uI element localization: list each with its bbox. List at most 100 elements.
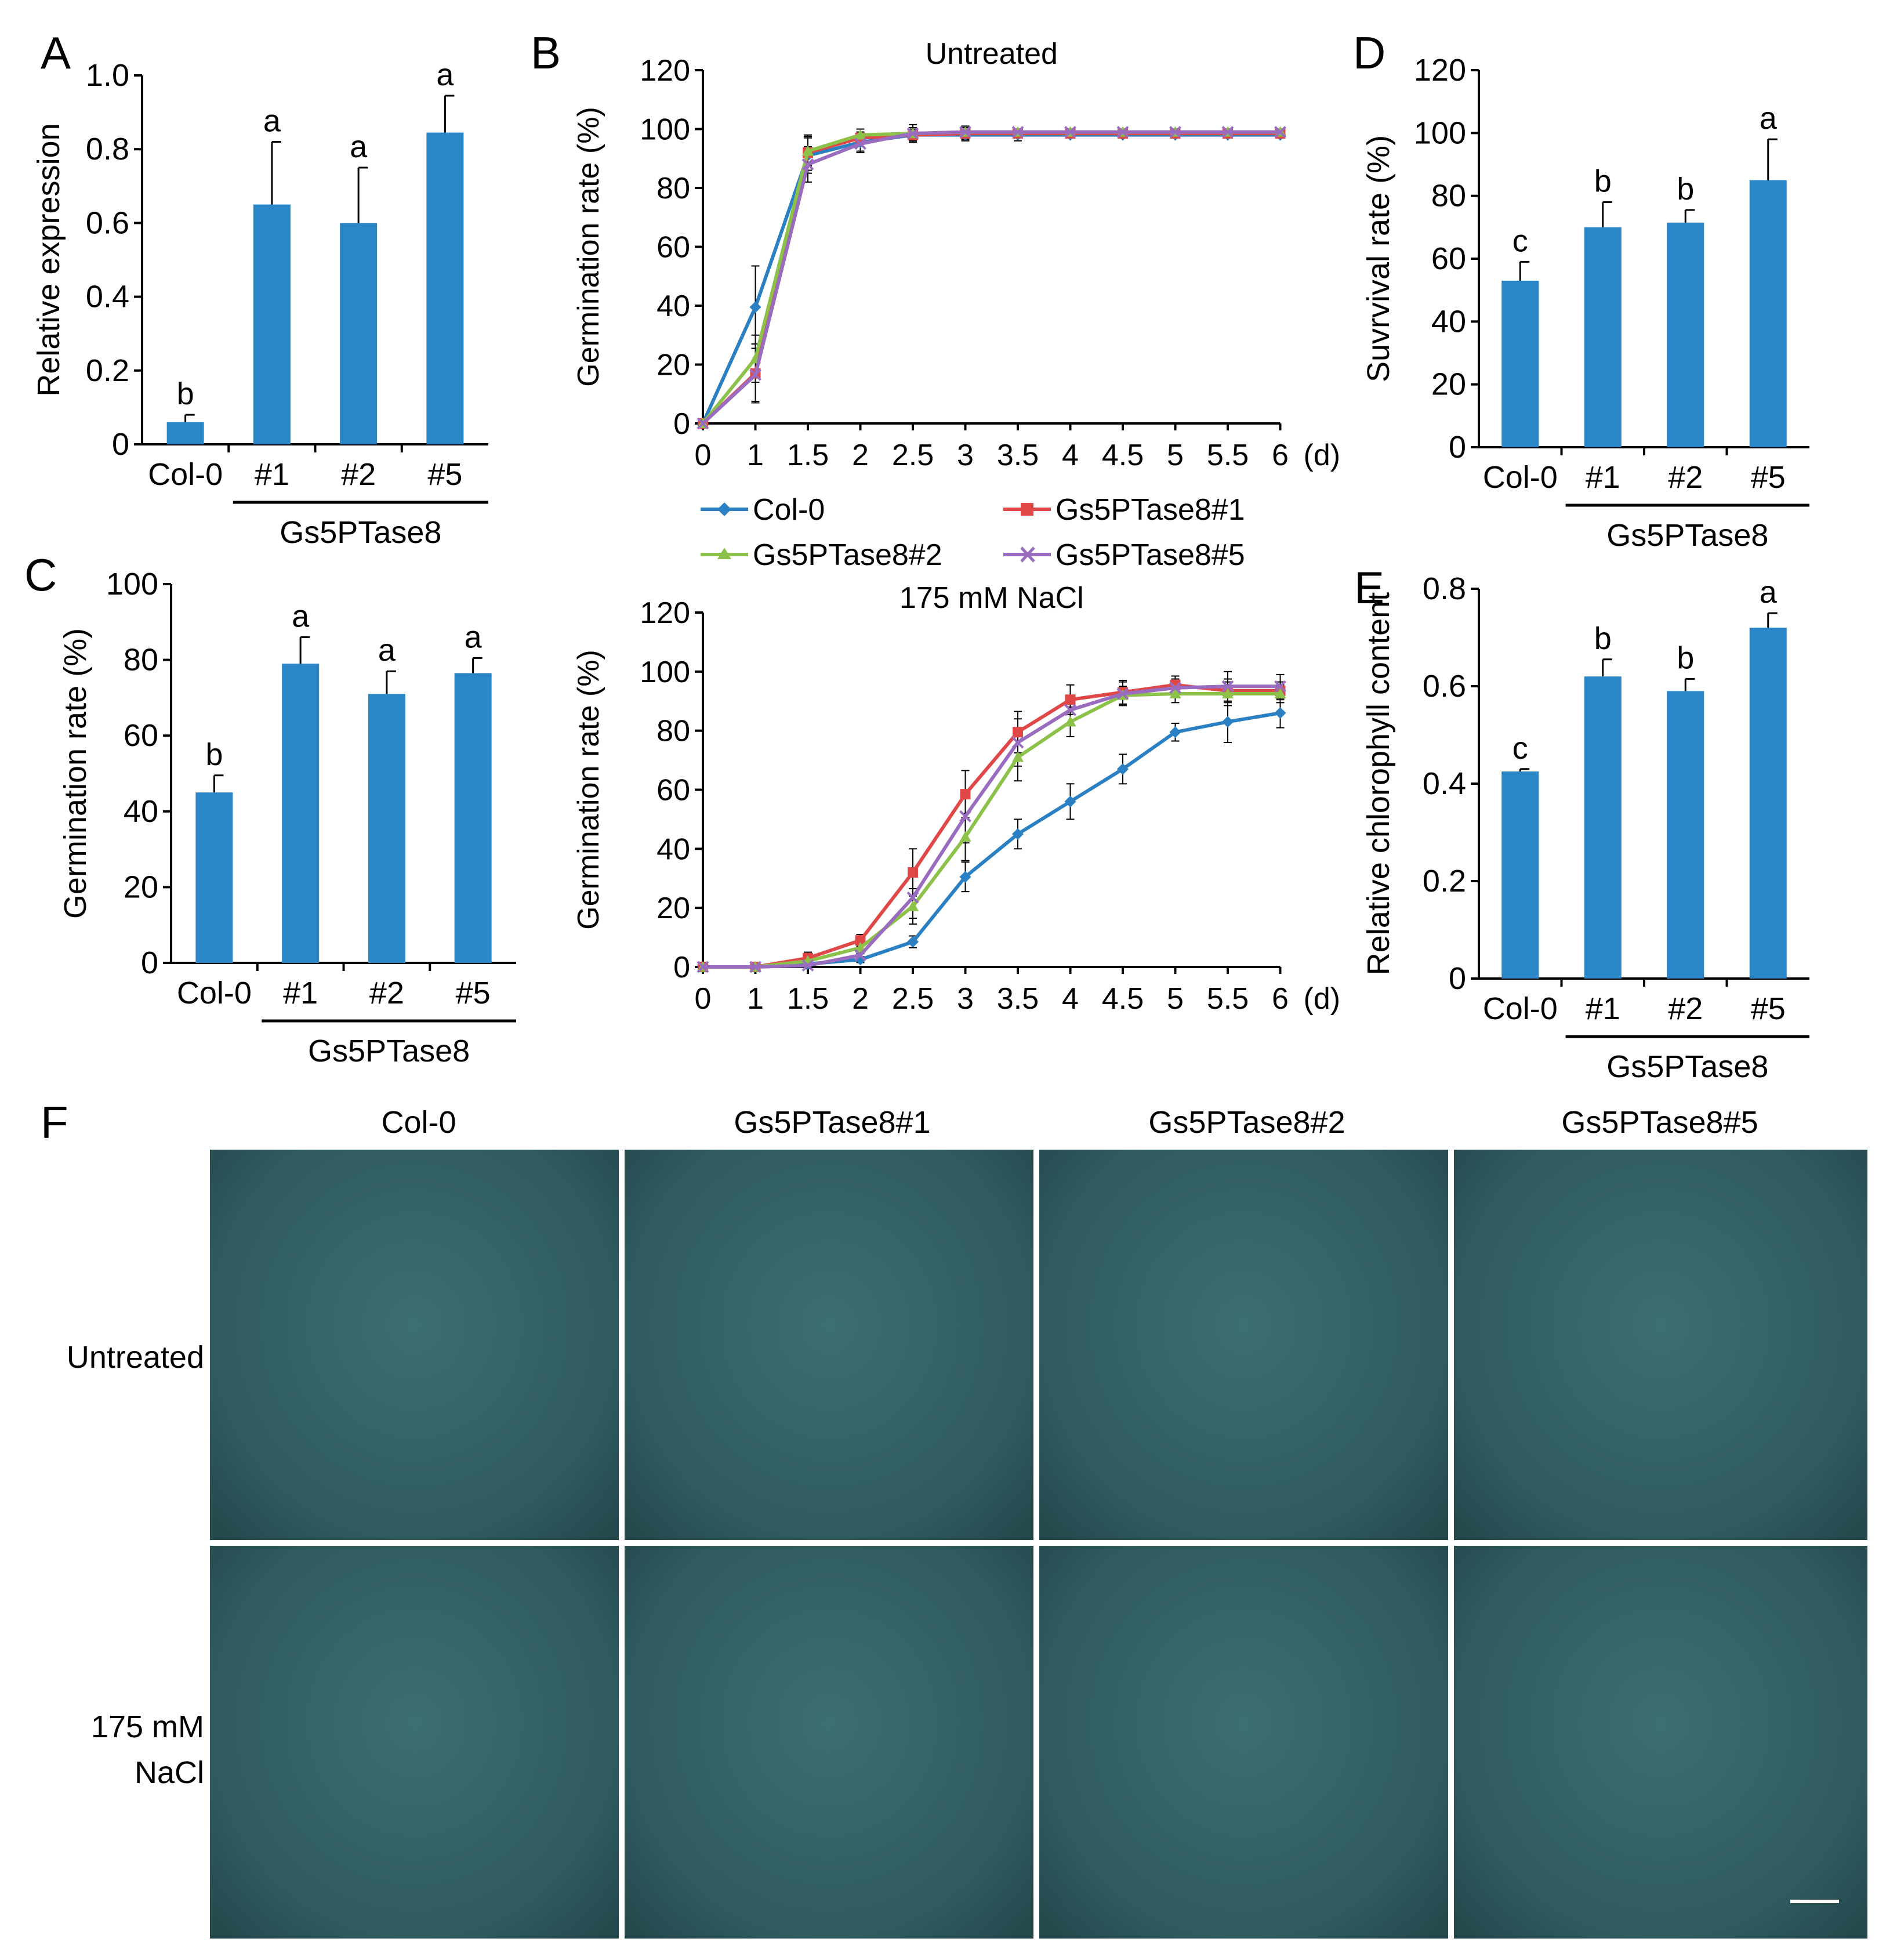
bar [282,664,320,963]
point-marker [960,789,971,800]
x-tick-label: 5 [1167,439,1184,472]
legend-label-gs5ptase8-2: Gs5PTase8#2 [753,538,942,572]
category-label: Col-0 [177,976,252,1010]
y-tick-label: 60 [656,774,690,807]
photo-col-label-1: Col-0 [381,1105,456,1140]
bar [1667,222,1704,447]
chart-title: Untreated [926,37,1058,71]
x-tick-label: 5 [1167,982,1184,1016]
y-tick-label: 80 [656,172,690,205]
y-tick-label: 0.4 [86,280,129,314]
photo-untreated-col0 [210,1150,619,1540]
series-line [703,684,1281,969]
significance-letter: b [1594,164,1612,199]
y-axis-label: Germination rate (%) [58,628,93,919]
bar [195,792,233,963]
point-marker [1064,795,1076,807]
point-marker [1221,680,1234,693]
photo-nacl-col0 [210,1546,619,1939]
group-label: Gs5PTase8 [1606,1049,1768,1084]
series-line [701,130,1281,425]
photo-row-label-nacl-line1: 175 mM [91,1709,204,1744]
y-axis-label: Germination rate (%) [572,107,605,387]
y-tick-label: 20 [1431,367,1466,402]
x-tick-label: 1.5 [787,982,829,1016]
x-tick-label: 3.5 [997,982,1039,1016]
chart-c: 0 20 40 60 80 100 b Col-0 a #1 a #2 a #5 Gs5PTase8 Germ… [58,567,516,1068]
photo-col-label-4: Gs5PTase8#5 [1561,1105,1758,1140]
point-marker [908,867,918,878]
point-marker [959,871,971,883]
panel-label-a: A [41,27,71,78]
x-tick-label: 4 [1062,439,1079,472]
y-tick-label: 0.6 [1423,669,1466,704]
point-marker [1065,694,1076,705]
significance-letter: c [1512,223,1528,258]
point-marker [855,935,866,946]
x-tick-label: 1 [747,439,764,472]
y-tick-label: 80 [1431,179,1466,213]
y-axis-label: Relative expression [31,123,66,396]
category-label: Col-0 [1483,460,1558,495]
point-marker [749,961,761,973]
chart-b-nacl: 0 20 40 60 80 100 120 0 1 1.5 2 2.5 3 3.5 4 4.5 5 5.5 6 (d)… [572,581,1340,1016]
point-marker [959,126,971,138]
bar [368,694,405,963]
bar [1584,227,1622,447]
chart-a: 0 0.2 0.4 0.6 0.8 1.0 b Col-0 a #1 a #2 a #5 Gs5PTase8… [31,57,488,550]
legend-label-gs5ptase8-1: Gs5PTase8#1 [1055,493,1245,527]
point-marker [907,936,919,948]
x-tick-label: 4.5 [1102,439,1144,472]
point-marker [1222,688,1234,699]
point-marker [1116,126,1129,138]
category-label: #2 [341,457,376,492]
category-label: #1 [1586,991,1620,1026]
point-marker [749,368,761,381]
bar [454,673,492,963]
point-marker [907,900,919,911]
y-tick-label: 100 [640,113,690,147]
x-tick-label: 3 [957,982,974,1016]
point-marker [906,891,919,904]
y-tick-label: 40 [124,794,158,829]
point-marker [1117,763,1129,775]
point-marker [1011,736,1024,749]
point-marker [802,145,814,156]
group-label: Gs5PTase8 [308,1034,470,1068]
y-tick-label: 100 [106,567,158,602]
bar [1584,676,1622,979]
panel-label-f: F [41,1097,68,1148]
y-tick-label: 20 [124,869,158,904]
point-marker [854,129,866,140]
point-marker [959,831,971,842]
panel-label-c: C [24,549,57,600]
x-tick-label: 6 [1272,982,1289,1016]
category-label: #1 [283,976,318,1010]
y-tick-label: 120 [640,596,690,630]
point-marker [906,127,919,140]
x-tick-label: 2 [852,982,869,1016]
x-tick-label: 0 [695,439,712,472]
y-tick-label: 80 [656,715,690,748]
bar [253,204,291,444]
y-tick-label: 0 [1449,430,1466,465]
x-tick-label: 2 [852,439,869,472]
photo-row-label-untreated: Untreated [67,1340,204,1375]
y-tick-label: 0 [112,427,129,462]
category-label: #1 [255,457,289,492]
y-tick-label: 80 [124,643,158,678]
series-line [701,130,1281,425]
category-label: #2 [1668,460,1703,495]
legend: Col-0 Gs5PTase8#1 Gs5PTase8#2 Gs5PTase8#… [701,493,1245,572]
y-tick-label: 40 [656,832,690,866]
significance-letter: a [1760,575,1778,610]
chart-title: 175 mM NaCl [899,581,1084,615]
y-tick-label: 0.6 [86,205,129,240]
legend-item-gs5ptase8-5: Gs5PTase8#5 [1003,538,1245,572]
y-tick-label: 40 [1431,304,1466,339]
group-label: Gs5PTase8 [280,515,441,550]
point-marker [1011,126,1024,138]
x-tick-label: 1.5 [787,439,829,472]
significance-letter: b [1677,172,1694,206]
y-tick-label: 120 [1414,53,1466,88]
